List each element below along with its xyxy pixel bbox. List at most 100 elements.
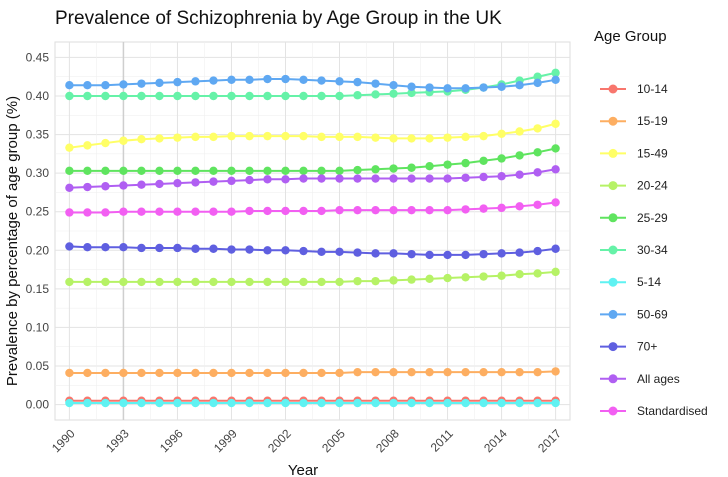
data-point[interactable] bbox=[317, 76, 326, 85]
data-point[interactable] bbox=[281, 74, 290, 84]
legend-item[interactable]: 25-29 bbox=[600, 211, 668, 225]
data-point[interactable] bbox=[299, 166, 308, 176]
data-point[interactable] bbox=[461, 132, 470, 142]
data-point[interactable] bbox=[155, 91, 164, 101]
data-point[interactable] bbox=[101, 243, 110, 252]
data-point[interactable] bbox=[335, 132, 344, 142]
data-point[interactable] bbox=[353, 165, 362, 175]
data-point[interactable] bbox=[479, 367, 488, 377]
data-point[interactable] bbox=[83, 368, 92, 378]
data-point[interactable] bbox=[515, 270, 524, 279]
data-point[interactable] bbox=[335, 398, 344, 408]
data-point[interactable] bbox=[209, 91, 218, 101]
data-point[interactable] bbox=[101, 81, 110, 90]
legend-item[interactable]: All ages bbox=[600, 372, 680, 386]
data-point[interactable] bbox=[335, 91, 344, 101]
data-point[interactable] bbox=[515, 398, 524, 408]
data-point[interactable] bbox=[515, 367, 524, 377]
data-point[interactable] bbox=[155, 78, 164, 88]
data-point[interactable] bbox=[335, 77, 344, 86]
data-point[interactable] bbox=[443, 84, 452, 93]
data-point[interactable] bbox=[317, 166, 326, 176]
data-point[interactable] bbox=[263, 91, 272, 101]
data-point[interactable] bbox=[479, 131, 488, 141]
legend-item[interactable]: 70+ bbox=[600, 340, 657, 354]
data-point[interactable] bbox=[533, 367, 542, 377]
data-point[interactable] bbox=[281, 166, 290, 176]
data-point[interactable] bbox=[119, 136, 128, 145]
data-point[interactable] bbox=[371, 205, 380, 215]
data-point[interactable] bbox=[65, 166, 74, 176]
data-point[interactable] bbox=[335, 205, 344, 215]
data-point[interactable] bbox=[281, 398, 290, 408]
data-point[interactable] bbox=[479, 398, 488, 408]
data-point[interactable] bbox=[263, 166, 272, 176]
data-point[interactable] bbox=[515, 81, 524, 90]
data-point[interactable] bbox=[137, 180, 146, 189]
data-point[interactable] bbox=[371, 367, 380, 377]
data-point[interactable] bbox=[317, 398, 326, 408]
data-point[interactable] bbox=[389, 174, 398, 183]
data-point[interactable] bbox=[119, 243, 128, 252]
data-point[interactable] bbox=[371, 90, 380, 99]
data-point[interactable] bbox=[227, 131, 236, 141]
data-point[interactable] bbox=[425, 250, 434, 260]
data-point[interactable] bbox=[227, 245, 236, 254]
data-point[interactable] bbox=[371, 276, 380, 286]
data-point[interactable] bbox=[515, 248, 524, 257]
data-point[interactable] bbox=[227, 176, 236, 186]
data-point[interactable] bbox=[281, 175, 290, 184]
data-point[interactable] bbox=[245, 175, 254, 185]
data-point[interactable] bbox=[83, 166, 92, 176]
data-point[interactable] bbox=[407, 205, 416, 215]
data-point[interactable] bbox=[443, 273, 452, 283]
data-point[interactable] bbox=[425, 367, 434, 377]
data-point[interactable] bbox=[407, 367, 416, 377]
data-point[interactable] bbox=[281, 368, 290, 378]
data-point[interactable] bbox=[515, 170, 524, 179]
data-point[interactable] bbox=[227, 75, 236, 85]
data-point[interactable] bbox=[425, 174, 434, 183]
data-point[interactable] bbox=[83, 81, 92, 90]
data-point[interactable] bbox=[497, 82, 506, 91]
data-point[interactable] bbox=[425, 83, 434, 92]
data-point[interactable] bbox=[551, 165, 560, 174]
data-point[interactable] bbox=[191, 398, 200, 408]
data-point[interactable] bbox=[335, 174, 344, 183]
data-point[interactable] bbox=[461, 205, 470, 214]
data-point[interactable] bbox=[137, 277, 146, 287]
data-point[interactable] bbox=[389, 367, 398, 377]
data-point[interactable] bbox=[479, 204, 488, 213]
data-point[interactable] bbox=[335, 166, 344, 176]
data-point[interactable] bbox=[83, 141, 92, 150]
data-point[interactable] bbox=[461, 367, 470, 377]
data-point[interactable] bbox=[137, 79, 146, 88]
data-point[interactable] bbox=[407, 275, 416, 284]
data-point[interactable] bbox=[101, 368, 110, 378]
data-point[interactable] bbox=[65, 91, 74, 101]
data-point[interactable] bbox=[461, 158, 470, 168]
data-point[interactable] bbox=[191, 178, 200, 187]
data-point[interactable] bbox=[191, 77, 200, 86]
data-point[interactable] bbox=[461, 273, 470, 282]
data-point[interactable] bbox=[173, 91, 182, 101]
data-point[interactable] bbox=[461, 398, 470, 408]
legend-item[interactable]: 20-24 bbox=[600, 179, 668, 193]
data-point[interactable] bbox=[299, 246, 308, 256]
data-point[interactable] bbox=[335, 277, 344, 287]
data-point[interactable] bbox=[101, 182, 110, 191]
data-point[interactable] bbox=[425, 398, 434, 408]
data-point[interactable] bbox=[389, 89, 398, 98]
data-point[interactable] bbox=[263, 206, 272, 216]
data-point[interactable] bbox=[461, 84, 470, 93]
legend[interactable]: 10-14 15-19 15-49 20-24 25-29 30-34 5-14 50-69 7… bbox=[600, 82, 708, 418]
data-point[interactable] bbox=[353, 132, 362, 142]
data-point[interactable] bbox=[263, 398, 272, 408]
data-point[interactable] bbox=[65, 242, 74, 251]
data-point[interactable] bbox=[245, 277, 254, 287]
data-point[interactable] bbox=[137, 398, 146, 408]
data-point[interactable] bbox=[533, 72, 542, 81]
data-point[interactable] bbox=[137, 243, 146, 253]
data-point[interactable] bbox=[245, 131, 254, 141]
data-point[interactable] bbox=[299, 277, 308, 287]
